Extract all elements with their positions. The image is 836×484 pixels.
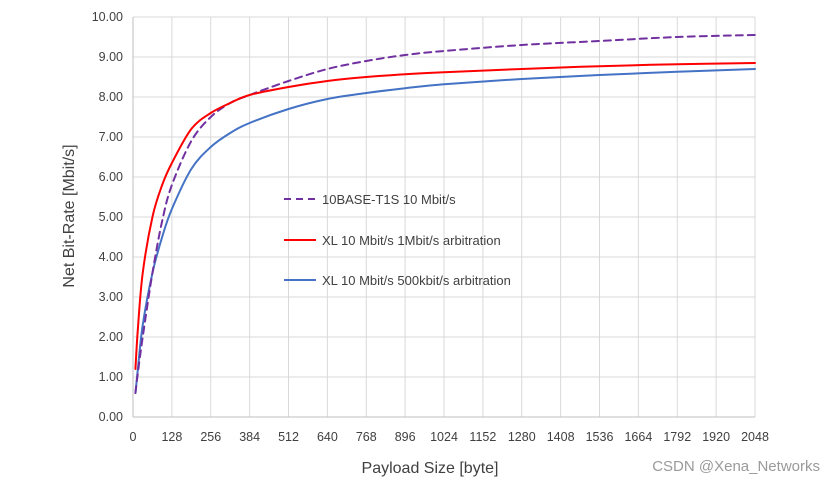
y-tick-label: 0.00 [99, 410, 123, 424]
x-tick-label: 1920 [702, 430, 730, 444]
x-tick-label: 1152 [469, 430, 496, 444]
series-line-0 [134, 34, 756, 394]
x-tick-label: 1024 [430, 430, 458, 444]
y-tick-label: 8.00 [99, 90, 123, 104]
legend-label-2: XL 10 Mbit/s 500kbit/s arbitration [322, 273, 511, 288]
x-tick-label: 1792 [663, 430, 691, 444]
y-tick-label: 1.00 [99, 370, 123, 384]
legend-label-1: XL 10 Mbit/s 1Mbit/s arbitration [322, 233, 501, 248]
x-tick-label: 1280 [508, 430, 536, 444]
x-tick-label: 0 [130, 430, 137, 444]
x-tick-label: 1664 [624, 430, 652, 444]
series-line-1 [134, 62, 756, 370]
y-tick-label: 9.00 [99, 50, 123, 64]
y-axis-title: Net Bit-Rate [Mbit/s] [61, 144, 78, 287]
x-tick-label: 768 [356, 430, 377, 444]
x-tick-label: 384 [239, 430, 260, 444]
y-tick-label: 6.00 [99, 170, 123, 184]
tick-labels: 0.00 1.00 2.00 3.00 4.00 5.00 6.00 7.00 8.00 9.00… [92, 10, 769, 444]
y-tick-label: 3.00 [99, 290, 123, 304]
x-tick-label: 256 [200, 430, 221, 444]
series-lines [134, 34, 756, 394]
x-tick-label: 2048 [741, 430, 769, 444]
y-tick-label: 2.00 [99, 330, 123, 344]
x-tick-label: 1536 [586, 430, 614, 444]
y-tick-label: 10.00 [92, 10, 123, 24]
x-tick-label: 1408 [547, 430, 575, 444]
axes [132, 17, 755, 418]
legend: 10BASE-T1S 10 Mbit/s XL 10 Mbit/s 1Mbit/s… [284, 192, 511, 288]
x-tick-label: 128 [161, 430, 182, 444]
grid-lines [132, 16, 756, 418]
y-tick-label: 7.00 [99, 130, 123, 144]
y-tick-label: 5.00 [99, 210, 123, 224]
x-tick-label: 640 [317, 430, 338, 444]
x-tick-label: 512 [278, 430, 299, 444]
x-tick-label: 896 [395, 430, 416, 444]
x-axis-title: Payload Size [byte] [362, 460, 499, 477]
y-tick-label: 4.00 [99, 250, 123, 264]
series-line-2 [134, 68, 756, 394]
watermark-text: CSDN @Xena_Networks [652, 458, 820, 475]
legend-label-0: 10BASE-T1S 10 Mbit/s [322, 192, 456, 207]
